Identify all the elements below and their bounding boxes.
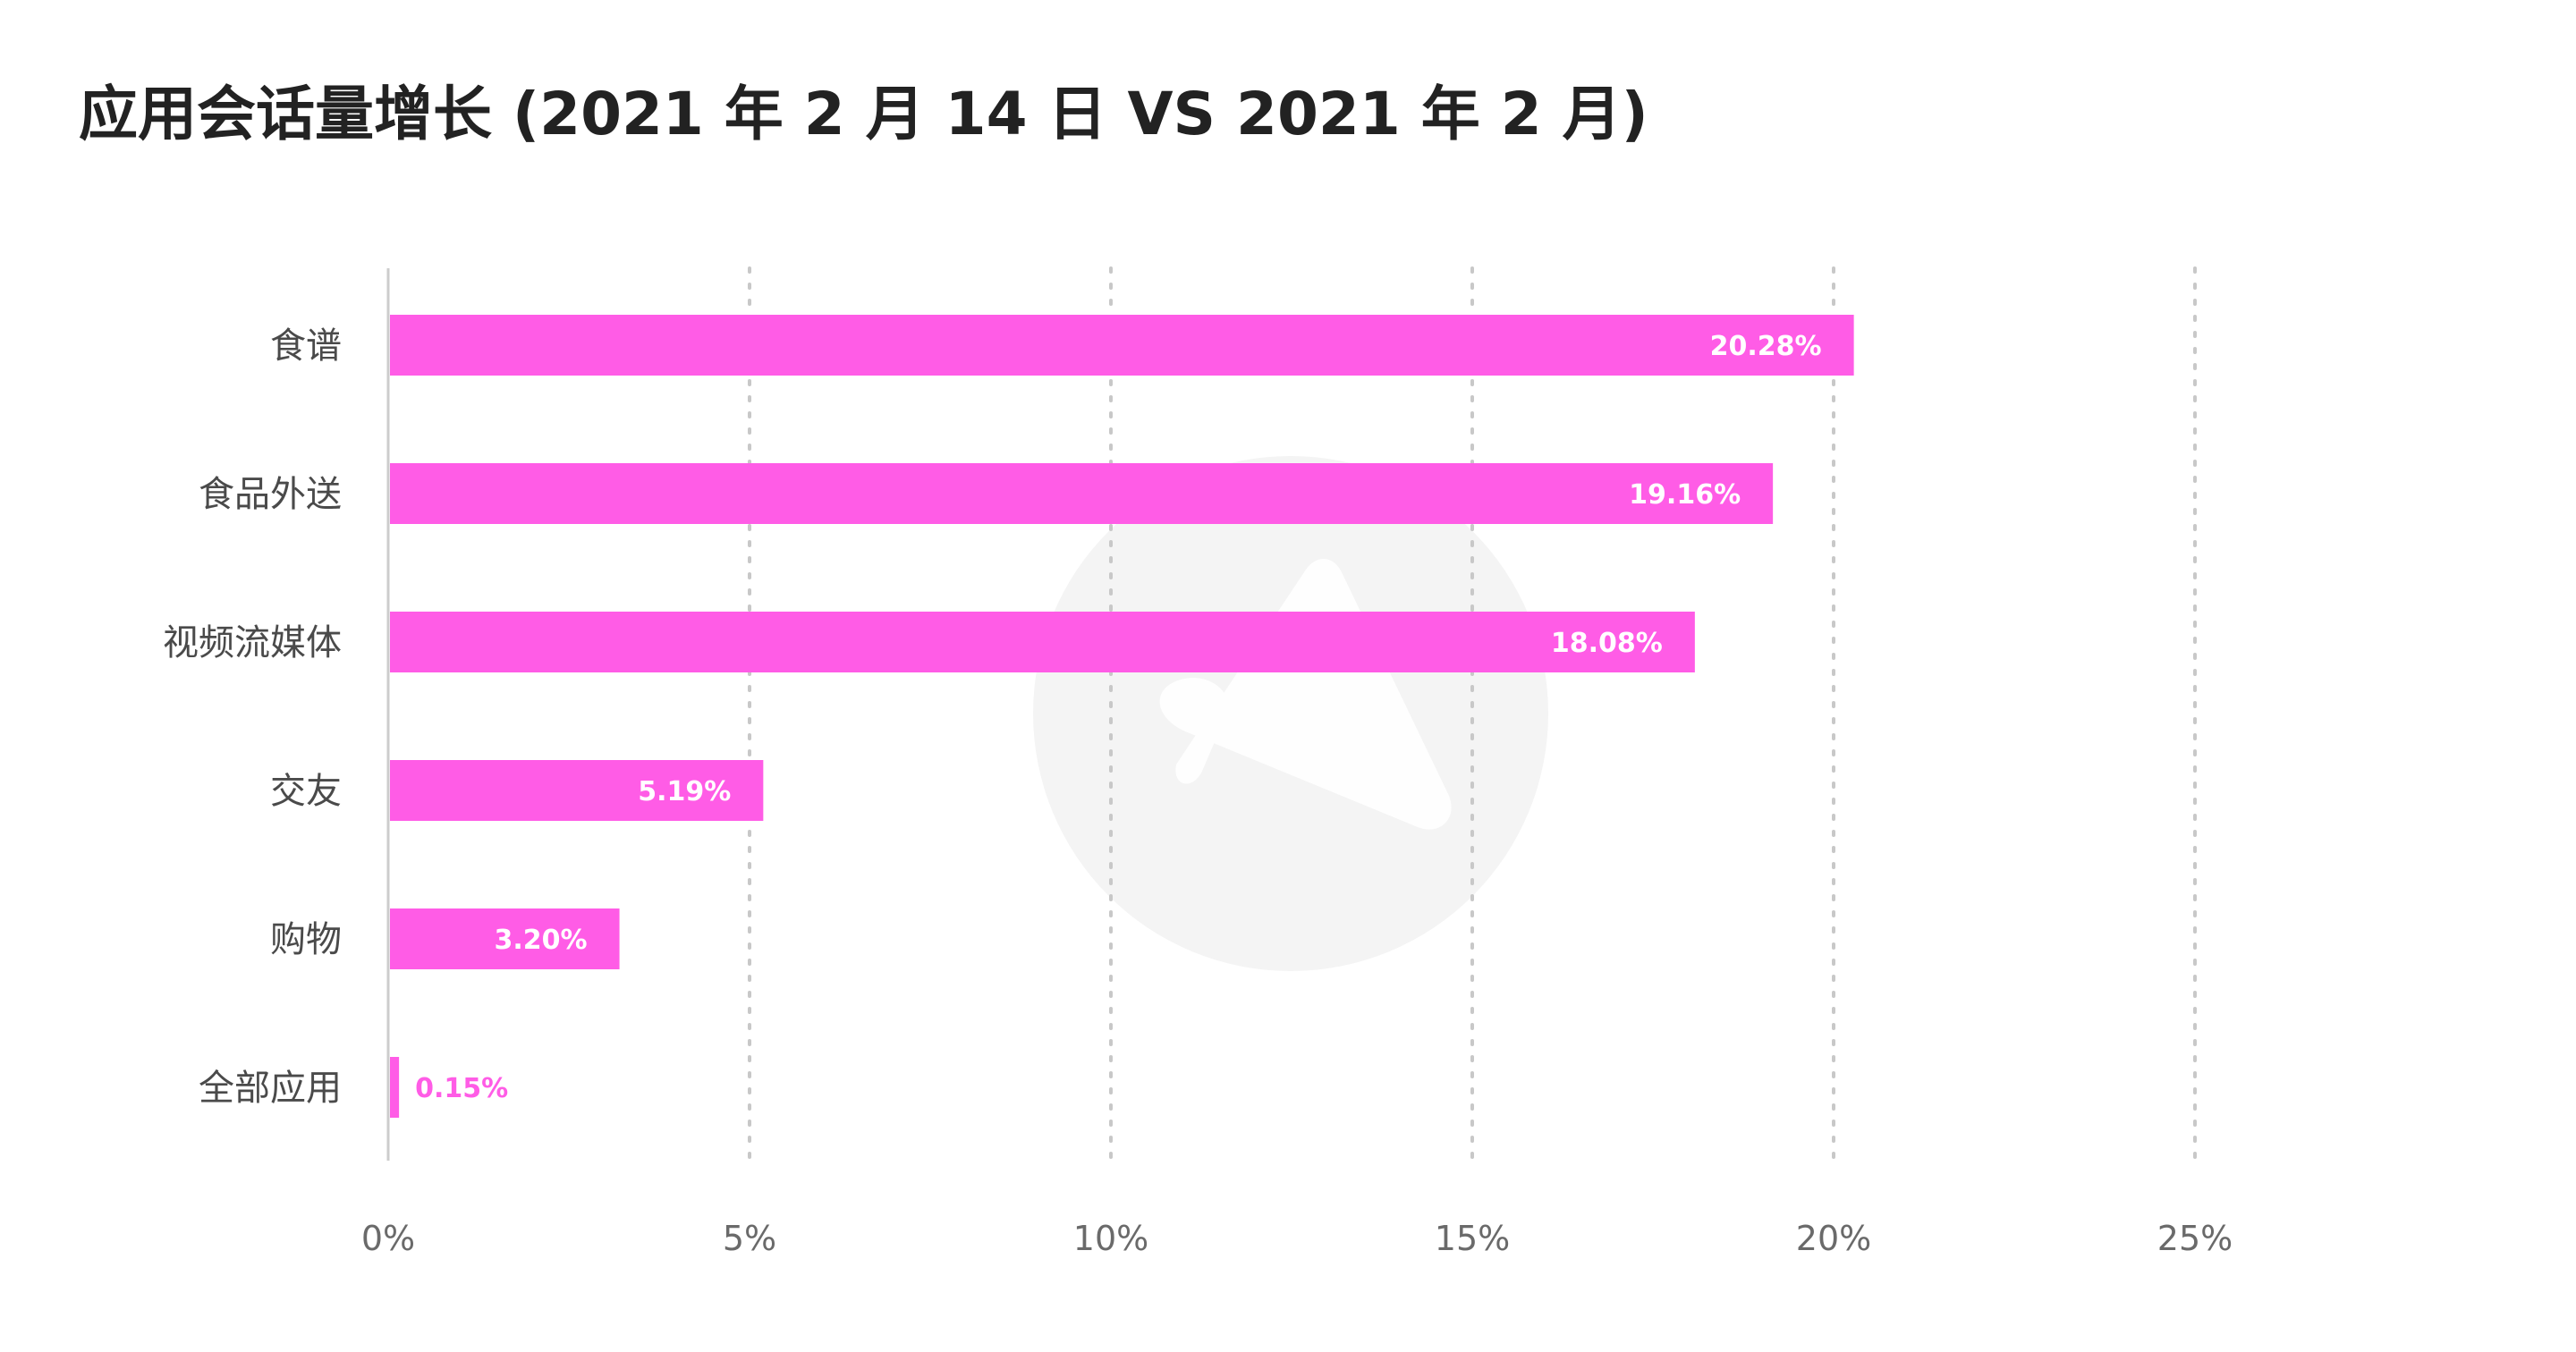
bar-3 [390, 760, 764, 821]
value-label-2: 18.08% [1551, 628, 1663, 659]
x-tick-label-5: 25% [2157, 1219, 2233, 1258]
value-label-3: 5.19% [638, 776, 731, 807]
watermark-glyph [1159, 559, 1452, 830]
category-label-3: 交友 [270, 771, 342, 812]
watermark-logo-icon [1033, 456, 1548, 971]
category-label-4: 购物 [270, 919, 342, 960]
category-label-0: 食谱 [270, 325, 342, 367]
x-tick-label-0: 0% [361, 1219, 415, 1258]
bar-2 [390, 612, 1695, 672]
category-label-5: 全部应用 [199, 1068, 342, 1109]
bar-4 [390, 908, 620, 969]
chart-title: 应用会话量增长 (2021 年 2 月 14 日 VS 2021 年 2 月) [79, 80, 1648, 148]
bars [390, 315, 1854, 1118]
x-tick-label-2: 10% [1073, 1219, 1148, 1258]
value-labels: 20.28% 19.16% 18.08% 5.19% 3.20% 0.15% [415, 331, 1822, 1104]
x-tick-label-3: 15% [1435, 1219, 1510, 1258]
x-tick-labels: 0% 5% 10% 15% 20% 25% [361, 1219, 2233, 1258]
bar-5 [390, 1057, 400, 1118]
x-tick-label-4: 20% [1796, 1219, 1871, 1258]
value-label-1: 19.16% [1629, 479, 1741, 511]
category-label-2: 视频流媒体 [163, 622, 342, 663]
value-label-0: 20.28% [1710, 331, 1822, 362]
category-label-1: 食品外送 [199, 474, 342, 515]
grid-lines [748, 266, 2197, 1162]
value-label-5: 0.15% [415, 1073, 508, 1104]
bar-0 [390, 315, 1854, 376]
bar-1 [390, 463, 1774, 524]
x-tick-label-1: 5% [723, 1219, 776, 1258]
value-label-4: 3.20% [494, 925, 587, 956]
